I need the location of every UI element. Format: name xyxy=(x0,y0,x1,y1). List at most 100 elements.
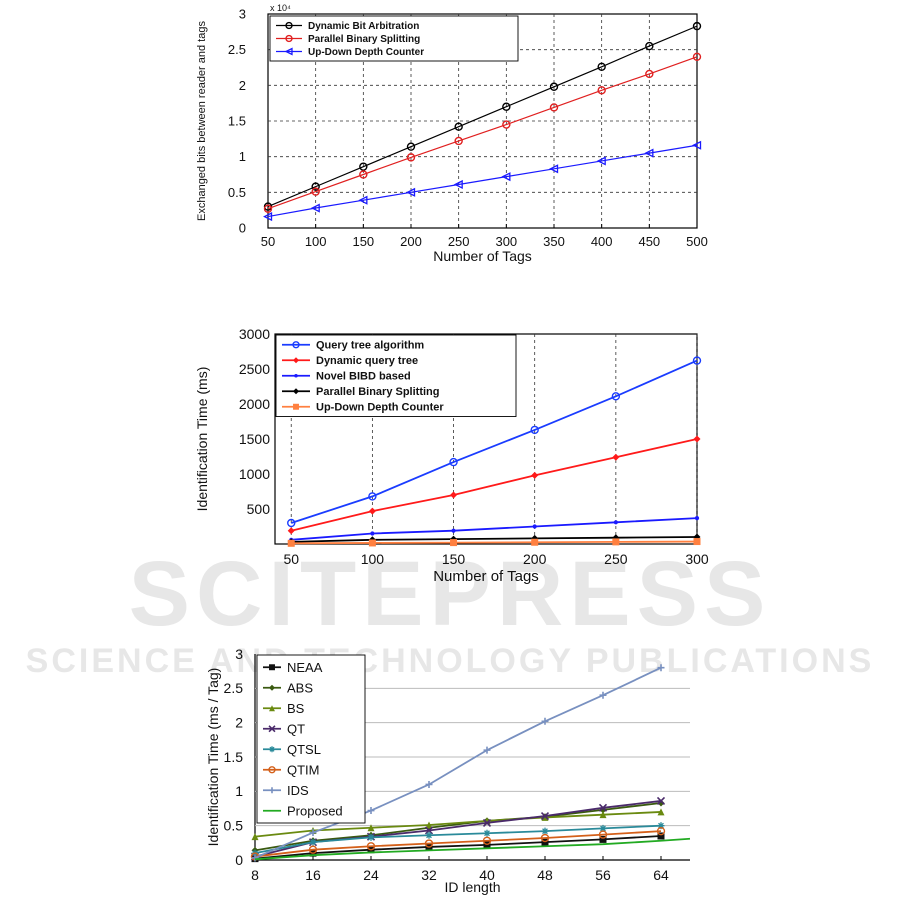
series-line xyxy=(254,811,662,838)
legend-label: Up-Down Depth Counter xyxy=(316,402,444,414)
data-point xyxy=(541,813,549,821)
x-tick-label: 250 xyxy=(448,234,470,249)
legend-label: Up-Down Depth Counter xyxy=(308,47,424,58)
data-point xyxy=(549,103,559,112)
data-point xyxy=(483,746,491,754)
legend-marker xyxy=(269,746,275,753)
watermark-main: SCITEPRESS xyxy=(129,543,772,645)
y-tick-label: 0 xyxy=(235,852,243,868)
y-axis-label: Identification Time (ms) xyxy=(194,367,210,512)
y-tick-label: 2000 xyxy=(239,396,270,412)
legend-label: Parallel Binary Splitting xyxy=(316,386,439,398)
y-tick-label: 2.5 xyxy=(228,42,246,57)
data-point xyxy=(450,539,458,547)
legend-marker xyxy=(285,21,293,30)
data-point xyxy=(532,524,537,529)
data-point xyxy=(366,842,376,851)
data-point xyxy=(263,212,273,222)
data-point xyxy=(656,826,666,836)
data-point xyxy=(424,839,434,848)
data-point xyxy=(597,62,606,71)
x-tick-label: 150 xyxy=(352,234,374,249)
legend-marker xyxy=(269,684,275,691)
data-point xyxy=(502,120,511,129)
data-point xyxy=(425,821,433,829)
data-point xyxy=(451,528,456,533)
series-line xyxy=(254,835,662,860)
series-line-extension xyxy=(660,837,691,842)
data-point xyxy=(311,182,320,191)
legend-marker xyxy=(293,357,299,364)
data-point xyxy=(287,539,295,547)
y-axis-label: Identification Time (ms / Tag) xyxy=(205,668,221,847)
data-point xyxy=(406,142,416,151)
data-point xyxy=(531,534,539,542)
legend-marker xyxy=(268,766,276,774)
data-point xyxy=(454,136,463,146)
x-tick-label: 16 xyxy=(305,867,321,883)
x-tick-label: 48 xyxy=(537,867,553,883)
data-point xyxy=(406,187,416,197)
data-point xyxy=(309,838,317,846)
series-line xyxy=(267,144,698,218)
legend-box xyxy=(256,654,366,824)
y-tick-label: 1 xyxy=(239,149,246,164)
chart-identification-time-per-tag: 0 0.5 1 1.5 2 2.5 3 8 16 24 32 40 48 56 64 ID length Ide… xyxy=(205,646,691,895)
y-tick-label: 0.5 xyxy=(224,818,244,834)
legend-label: IDS xyxy=(287,783,309,798)
series-1 xyxy=(287,435,701,535)
data-point xyxy=(596,156,606,166)
data-point xyxy=(657,808,665,816)
x-tick-label: 100 xyxy=(361,551,385,567)
y-tick-label: 2 xyxy=(235,715,243,731)
series-line xyxy=(254,666,662,859)
x-tick-label: 8 xyxy=(251,867,259,883)
data-point xyxy=(692,140,702,150)
data-point xyxy=(359,170,368,179)
data-point xyxy=(613,520,618,525)
data-point xyxy=(599,811,607,819)
data-point xyxy=(597,86,606,95)
data-point xyxy=(531,471,539,479)
legend-marker xyxy=(292,341,300,349)
x-tick-label: 200 xyxy=(523,551,547,567)
legend-label: NEAA xyxy=(287,660,323,675)
data-point xyxy=(287,518,296,528)
legend-label: Novel BIBD based xyxy=(316,371,411,383)
legend-label: Dynamic Bit Arbitration xyxy=(308,21,419,32)
series-line xyxy=(254,824,662,855)
series-line xyxy=(291,540,698,545)
series-0 xyxy=(287,356,702,528)
data-point xyxy=(449,457,458,467)
x-tick-label: 250 xyxy=(604,551,628,567)
data-point xyxy=(693,435,701,443)
legend-label: QT xyxy=(287,721,305,736)
x-tick-label: 40 xyxy=(479,867,495,883)
data-point xyxy=(645,41,654,51)
data-point xyxy=(263,204,273,213)
x-tick-label: 50 xyxy=(261,234,275,249)
series-line xyxy=(267,25,698,208)
data-point xyxy=(549,164,559,174)
data-point xyxy=(598,830,608,839)
series-5 xyxy=(250,826,666,861)
legend-label: Query tree algorithm xyxy=(316,340,424,352)
x-tick-label: 32 xyxy=(421,867,437,883)
chart-identification-time: 500 1000 1500 2000 2500 3000 50 100 150 200 250 300… xyxy=(194,326,709,585)
x-tick-label: 64 xyxy=(653,867,669,883)
data-point xyxy=(358,195,368,205)
data-point xyxy=(251,854,259,862)
series-line xyxy=(291,517,698,541)
data-point xyxy=(368,492,377,501)
legend-marker xyxy=(284,47,293,56)
series-0 xyxy=(263,21,702,211)
legend-label: ABS xyxy=(287,680,313,695)
series-2 xyxy=(289,516,700,542)
data-point xyxy=(692,52,702,61)
data-point xyxy=(694,516,700,521)
data-point xyxy=(612,538,620,546)
data-point xyxy=(692,21,702,31)
x-axis-label: ID length xyxy=(444,879,500,895)
data-point xyxy=(483,829,491,837)
